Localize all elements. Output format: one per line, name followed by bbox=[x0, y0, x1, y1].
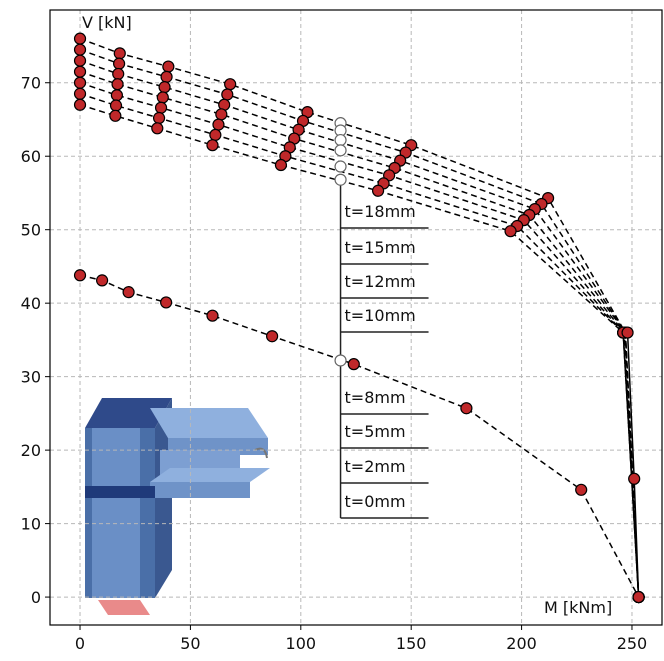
data-point bbox=[111, 100, 122, 111]
annotation: t=12mm bbox=[345, 272, 416, 291]
data-point bbox=[163, 61, 174, 72]
data-point bbox=[114, 48, 125, 59]
data-point bbox=[629, 473, 640, 484]
data-point bbox=[335, 135, 346, 146]
y-tick-label: 40 bbox=[21, 294, 41, 313]
x-tick-label: 50 bbox=[180, 634, 200, 653]
data-point bbox=[75, 99, 86, 110]
x-tick-label: 200 bbox=[506, 634, 537, 653]
annotation: t=15mm bbox=[345, 238, 416, 257]
page: 0 50 100 150 200 250 0 10 20 30 40 50 60 70 t=18mm t=15… bbox=[0, 0, 664, 661]
data-point bbox=[222, 89, 233, 100]
data-point bbox=[225, 79, 236, 90]
x-axis-label: M [kNm] bbox=[544, 598, 612, 617]
data-point bbox=[576, 484, 587, 495]
data-point bbox=[157, 92, 168, 103]
x-tick-label: 250 bbox=[617, 634, 648, 653]
y-tick-label: 70 bbox=[21, 74, 41, 93]
y-tick-label: 20 bbox=[21, 441, 41, 460]
data-point bbox=[114, 58, 125, 69]
annotation: t=2mm bbox=[345, 457, 406, 476]
data-point bbox=[156, 102, 167, 113]
data-point bbox=[152, 123, 163, 134]
data-point bbox=[207, 140, 218, 151]
data-point bbox=[275, 160, 286, 171]
data-point bbox=[110, 110, 121, 121]
annotation: t=8mm bbox=[345, 388, 406, 407]
y-tick-label: 50 bbox=[21, 221, 41, 240]
data-point bbox=[75, 33, 86, 44]
data-point bbox=[75, 55, 86, 66]
x-tick-label: 100 bbox=[286, 634, 317, 653]
data-point bbox=[123, 287, 134, 298]
y-tick-label: 60 bbox=[21, 147, 41, 166]
y-tick-label: 30 bbox=[21, 368, 41, 387]
y-axis-label: V [kN] bbox=[82, 13, 132, 32]
data-point bbox=[216, 109, 227, 120]
data-point bbox=[159, 82, 170, 93]
y-tick-label: 0 bbox=[31, 588, 41, 607]
data-point bbox=[461, 403, 472, 414]
data-point bbox=[213, 119, 224, 130]
data-point bbox=[633, 592, 644, 603]
data-point bbox=[111, 90, 122, 101]
chart: 0 50 100 150 200 250 0 10 20 30 40 50 60 70 t=18mm t=15… bbox=[0, 0, 664, 661]
data-point bbox=[161, 71, 172, 82]
data-point bbox=[335, 355, 346, 366]
data-point bbox=[161, 297, 172, 308]
x-tick-label: 150 bbox=[396, 634, 427, 653]
annotation: t=0mm bbox=[345, 492, 406, 511]
annotation: t=18mm bbox=[345, 202, 416, 221]
data-point bbox=[112, 79, 123, 90]
data-point bbox=[154, 113, 165, 124]
data-point bbox=[622, 327, 633, 338]
x-tick-label: 0 bbox=[75, 634, 85, 653]
data-point bbox=[75, 44, 86, 55]
data-point bbox=[75, 77, 86, 88]
model-icon bbox=[85, 398, 270, 615]
data-point bbox=[505, 226, 516, 237]
data-point bbox=[335, 174, 346, 185]
data-point bbox=[373, 185, 384, 196]
y-tick-label: 10 bbox=[21, 515, 41, 534]
data-point bbox=[75, 88, 86, 99]
data-point bbox=[348, 359, 359, 370]
annotation: t=5mm bbox=[345, 422, 406, 441]
data-point bbox=[207, 310, 218, 321]
series-line bbox=[628, 333, 639, 598]
data-point bbox=[75, 66, 86, 77]
data-point bbox=[97, 275, 108, 286]
data-point bbox=[75, 270, 86, 281]
data-point bbox=[335, 145, 346, 156]
annotation: t=10mm bbox=[345, 306, 416, 325]
data-point bbox=[335, 161, 346, 172]
data-point bbox=[113, 68, 124, 79]
data-point bbox=[267, 331, 278, 342]
data-point bbox=[210, 129, 221, 140]
